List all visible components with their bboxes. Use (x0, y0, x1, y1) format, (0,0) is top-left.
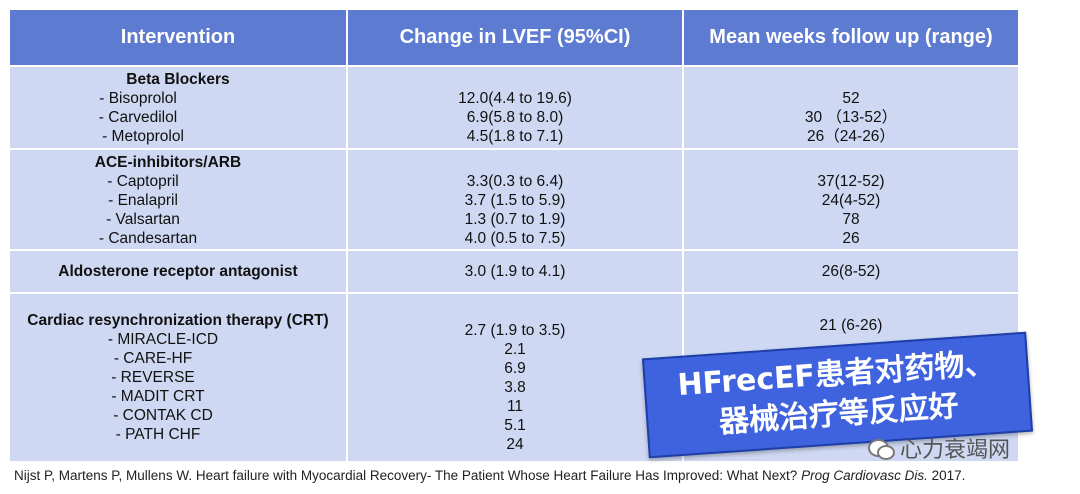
lvef-value: 1.3 (0.7 to 1.9) (464, 211, 566, 228)
lvef-cell: 3.3(0.3 to 6.4) 3.7 (1.5 to 5.9) 1.3 (0.… (347, 148, 684, 250)
lvef-cell: 12.0(4.4 to 19.6) 6.9(5.8 to 8.0) 4.5(1.… (347, 65, 684, 149)
followup-value: 78 (842, 211, 860, 228)
drug-item: - Captopril (107, 173, 179, 190)
lvef-value: 6.9 (504, 360, 526, 377)
header-followup: Mean weeks follow up (range) (683, 10, 1018, 66)
citation: Nijst P, Martens P, Mullens W. Heart fai… (14, 468, 965, 483)
lvef-value: 4.5(1.8 to 7.1) (466, 128, 564, 145)
lvef-value: 2.7 (1.9 to 3.5) (464, 322, 566, 339)
intervention-cell: Aldosterone receptor antagonist (10, 249, 348, 293)
lvef-cell: 3.0 (1.9 to 4.1) (347, 249, 684, 293)
group-title: Cardiac resynchronization therapy (CRT) (27, 312, 329, 329)
drug-item: - Carvedilol (98, 109, 178, 126)
followup-value: 26（24-26） (807, 128, 895, 145)
drug-item: - Metoprolol (102, 128, 184, 145)
followup-value: 52 (842, 90, 860, 107)
followup-value: 24(4-52) (821, 192, 881, 209)
group-title: Aldosterone receptor antagonist (58, 263, 298, 280)
header-lvef: Change in LVEF (95%CI) (347, 10, 684, 66)
lvef-value: 3.3(0.3 to 6.4) (466, 173, 564, 190)
drug-item: - Valsartan (106, 211, 180, 228)
citation-text: Nijst P, Martens P, Mullens W. Heart fai… (14, 468, 798, 483)
followup-value: 26(8-52) (821, 263, 881, 280)
lvef-value: 5.1 (504, 417, 526, 434)
drug-item: - CONTAK CD (113, 407, 213, 424)
followup-cell: 26(8-52) (683, 249, 1018, 293)
lvef-value: 4.0 (0.5 to 7.5) (464, 230, 566, 247)
table-row: ACE-inhibitors/ARB - Captopril - Enalapr… (10, 148, 1018, 250)
header-intervention: Intervention (10, 10, 348, 66)
followup-value: 21 (6-26) (819, 317, 883, 334)
lvef-value: 12.0(4.4 to 19.6) (458, 90, 572, 107)
drug-item: - MADIT CRT (111, 388, 205, 405)
followup-value: 26 (842, 230, 860, 247)
followup-value: 37(12-52) (817, 173, 885, 190)
drug-item: - REVERSE (111, 369, 195, 386)
lvef-value: 2.1 (504, 341, 526, 358)
group-title: Beta Blockers (126, 71, 230, 88)
table-row: Aldosterone receptor antagonist 3.0 (1.9… (10, 249, 1018, 293)
drug-item: - CARE-HF (113, 350, 193, 367)
table-header-row: Intervention Change in LVEF (95%CI) Mean… (10, 10, 1018, 66)
lvef-value: 6.9(5.8 to 8.0) (466, 109, 564, 126)
citation-year: 2017. (931, 468, 966, 483)
drug-item: - PATH CHF (115, 426, 201, 443)
watermark-text: 心力衰竭网 (900, 438, 1011, 463)
intervention-cell: Cardiac resynchronization therapy (CRT) … (10, 292, 348, 461)
followup-value: 30 （13-52） (804, 109, 898, 126)
lvef-cell: 2.7 (1.9 to 3.5) 2.1 6.9 3.8 11 5.1 24 (347, 292, 684, 461)
lvef-value: 3.0 (1.9 to 4.1) (464, 263, 566, 280)
lvef-value: 3.7 (1.5 to 5.9) (464, 192, 566, 209)
intervention-cell: Beta Blockers - Bisoprolol - Carvedilol … (10, 65, 348, 149)
table-row: Beta Blockers - Bisoprolol - Carvedilol … (10, 65, 1018, 149)
drug-item: - MIRACLE-ICD (107, 331, 219, 348)
followup-cell: 52 30 （13-52） 26（24-26） (683, 65, 1018, 149)
drug-item: - Bisoprolol (99, 90, 177, 107)
watermark: 心力衰竭网 (868, 432, 1010, 464)
lvef-value: 24 (506, 436, 524, 453)
lvef-value: 3.8 (504, 379, 526, 396)
followup-cell: 37(12-52) 24(4-52) 78 26 (683, 148, 1018, 250)
drug-item: - Candesartan (98, 230, 198, 247)
intervention-cell: ACE-inhibitors/ARB - Captopril - Enalapr… (10, 148, 348, 250)
wechat-icon (868, 437, 895, 460)
citation-journal: Prog Cardiovasc Dis. (801, 468, 928, 483)
drug-item: - Enalapril (108, 192, 178, 209)
lvef-value: 11 (506, 398, 524, 415)
group-title: ACE-inhibitors/ARB (94, 154, 242, 171)
